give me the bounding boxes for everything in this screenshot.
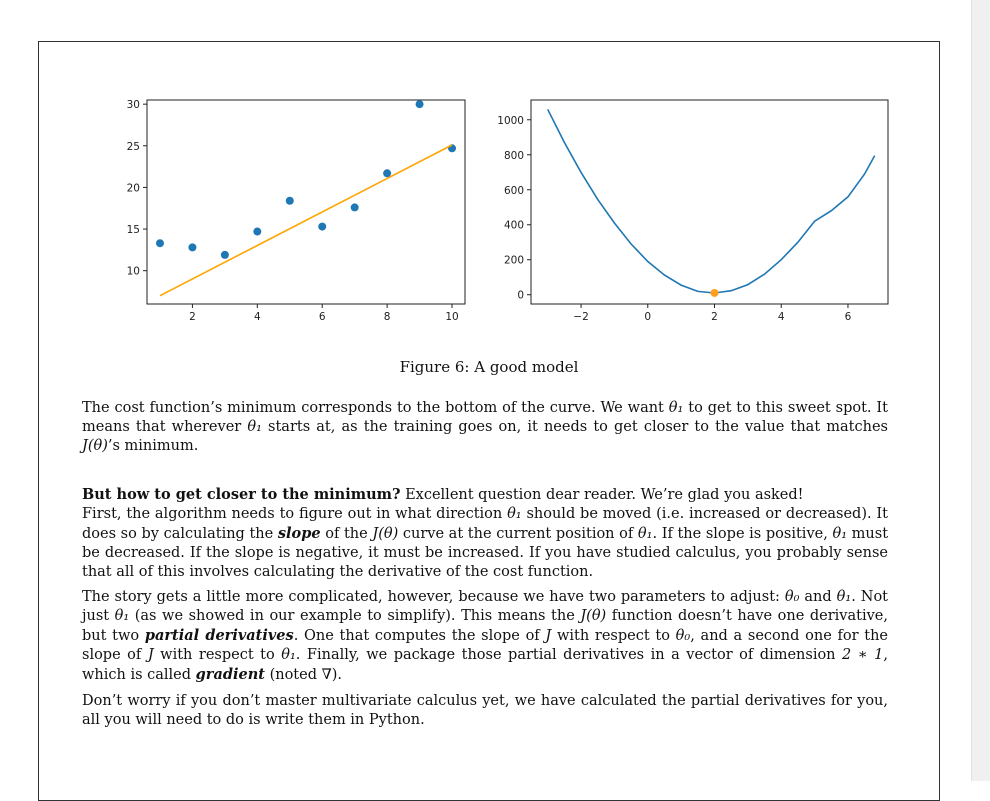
p3-gradient: gradient (195, 666, 265, 683)
scatter-plot: 10 15 20 25 30 2 4 6 8 10 (103, 97, 466, 337)
p2-t3: should be moved (i.e. increased or decre… (82, 506, 888, 542)
p3-t6b: with respect to (153, 647, 282, 663)
cost-curve-plot: 0 200 400 600 800 1000 −2 0 2 4 6 (439, 97, 889, 337)
p3-j-b: J (147, 647, 154, 663)
scatter-y-tick-label: 20 (127, 182, 140, 194)
scatter-y-tick-label: 30 (127, 99, 140, 111)
p3-j-theta: J(θ) (580, 608, 607, 624)
scatter-data-point (285, 196, 294, 205)
p4-text: Don’t worry if you don’t master multivar… (82, 693, 888, 728)
cost-y-tick-label: 600 (504, 185, 524, 197)
paragraph-cost-minimum: The cost function’s minimum corresponds … (82, 399, 888, 456)
scatter-data-point (188, 243, 197, 252)
p3-theta0-a: θ₀ (784, 589, 800, 605)
cost-y-tick-label: 800 (504, 150, 524, 162)
scatter-data-point (220, 250, 229, 259)
scatter-series-line-1 (159, 144, 453, 297)
p3-t2: . Not just (82, 589, 889, 624)
p1-j-theta: J(θ) (82, 438, 108, 454)
scatter-plot-svg: 10 15 20 25 30 2 4 6 8 10 (127, 99, 466, 323)
cost-x-tick-label: −2 (573, 311, 588, 323)
scatter-y-tick-label: 10 (127, 266, 140, 278)
cost-y-tick-label: 400 (504, 220, 524, 232)
p3-theta0-b: θ₀ (675, 628, 691, 644)
p3-theta1-c: θ₁ (281, 647, 296, 663)
p1-t4: ’s minimum. (107, 438, 199, 454)
scatter-data-point (318, 222, 327, 231)
scatter-x-tick-label: 2 (189, 311, 196, 323)
scatter-x-tick-label: 8 (384, 311, 391, 323)
cost-x-tick-label: 2 (711, 311, 718, 323)
paragraph-how-to-minimum: But how to get closer to the minimum? Ex… (82, 485, 888, 582)
cost-y-tick-label: 0 (517, 290, 524, 302)
p2-theta1-a: θ₁ (507, 506, 522, 522)
p1-t2: to get to this sweet spot. It means that… (82, 400, 888, 435)
cost-curve-plot-svg: 0 200 400 600 800 1000 −2 0 2 4 6 (497, 99, 889, 323)
p3-t4: function doesn’t have one derivative, bu… (82, 608, 888, 644)
cost-x-tick-label: 0 (644, 311, 651, 323)
p3-t3: (as we showed in our example to simplify… (129, 608, 581, 624)
p1-theta1-b: θ₁ (247, 419, 262, 435)
cost-x-tick-label: 4 (778, 311, 785, 323)
scatter-x-tick-label: 6 (319, 311, 326, 323)
cost-x-tick-label: 6 (845, 311, 852, 323)
p1-t3: starts at, as the training goes on, it n… (261, 419, 888, 435)
scatter-x-tick-label: 4 (254, 311, 261, 323)
scatter-data-point (415, 100, 424, 109)
p2-j-theta: J(θ) (372, 526, 399, 542)
p2-t7: must be decreased. If the slope is negat… (82, 526, 889, 580)
p3-dim: 2 ∗ 1 (842, 647, 884, 663)
cost-data-point (710, 288, 719, 297)
p3-theta1-b: θ₁ (114, 608, 130, 624)
p3-t6a: with respect to (551, 628, 676, 644)
p3-t10: (noted ∇). (264, 667, 342, 683)
p1-theta1-a: θ₁ (668, 400, 684, 416)
p3-t1: The story gets a little more complicated… (82, 589, 785, 605)
scatter-data-point (253, 227, 262, 236)
scatter-y-tick-label: 15 (127, 224, 140, 236)
p3-and: and (799, 589, 837, 605)
scatter-y-tick-label: 25 (127, 141, 140, 153)
p3-t5: . One that computes the slope of (293, 628, 546, 644)
paragraph-partial-derivatives: The story gets a little more complicated… (82, 588, 888, 685)
vertical-scrollbar[interactable] (971, 0, 990, 781)
paragraph-dont-worry: Don’t worry if you don’t master multivar… (82, 692, 888, 730)
p3-t7: , and a second one for the slope of (82, 628, 889, 663)
cost-axes-frame (530, 99, 889, 305)
p2-t1: Excellent question dear reader. We’re gl… (400, 487, 804, 503)
p2-t5: curve at the current position of (398, 526, 638, 542)
cost-y-tick-label: 1000 (497, 115, 524, 127)
scatter-data-point (350, 203, 359, 212)
cost-y-tick-label: 200 (504, 255, 524, 267)
p2-theta1-b: θ₁ (637, 526, 653, 542)
p3-theta1-a: θ₁ (836, 589, 852, 605)
cost-series-line-0 (546, 108, 876, 294)
p2-t2: First, the algorithm needs to figure out… (82, 506, 508, 522)
p3-t8: . Finally, we package those partial deri… (295, 647, 843, 663)
scatter-data-point (155, 239, 164, 248)
p2-heading: But how to get closer to the minimum? (82, 486, 401, 503)
figure-caption: Figure 6: A good model (399, 358, 579, 376)
p2-t6: . If the slope is positive, (652, 526, 833, 542)
p3-t9: , which is called (82, 647, 888, 683)
p2-slope: slope (277, 525, 321, 542)
p2-theta1-c: θ₁ (832, 526, 848, 542)
scatter-data-point (383, 169, 392, 178)
document-page: 10 15 20 25 30 2 4 6 8 10 0 200 400 600 800 1000 −2 0 2 4 6… (38, 41, 940, 801)
p2-t4: of the (320, 526, 373, 542)
p3-j-a: J (545, 628, 552, 644)
scatter-axes-frame (146, 99, 466, 305)
scatter-x-tick-label: 10 (445, 311, 458, 323)
p1-t1: The cost function’s minimum corresponds … (82, 400, 669, 416)
p3-partial: partial derivatives (144, 627, 294, 644)
